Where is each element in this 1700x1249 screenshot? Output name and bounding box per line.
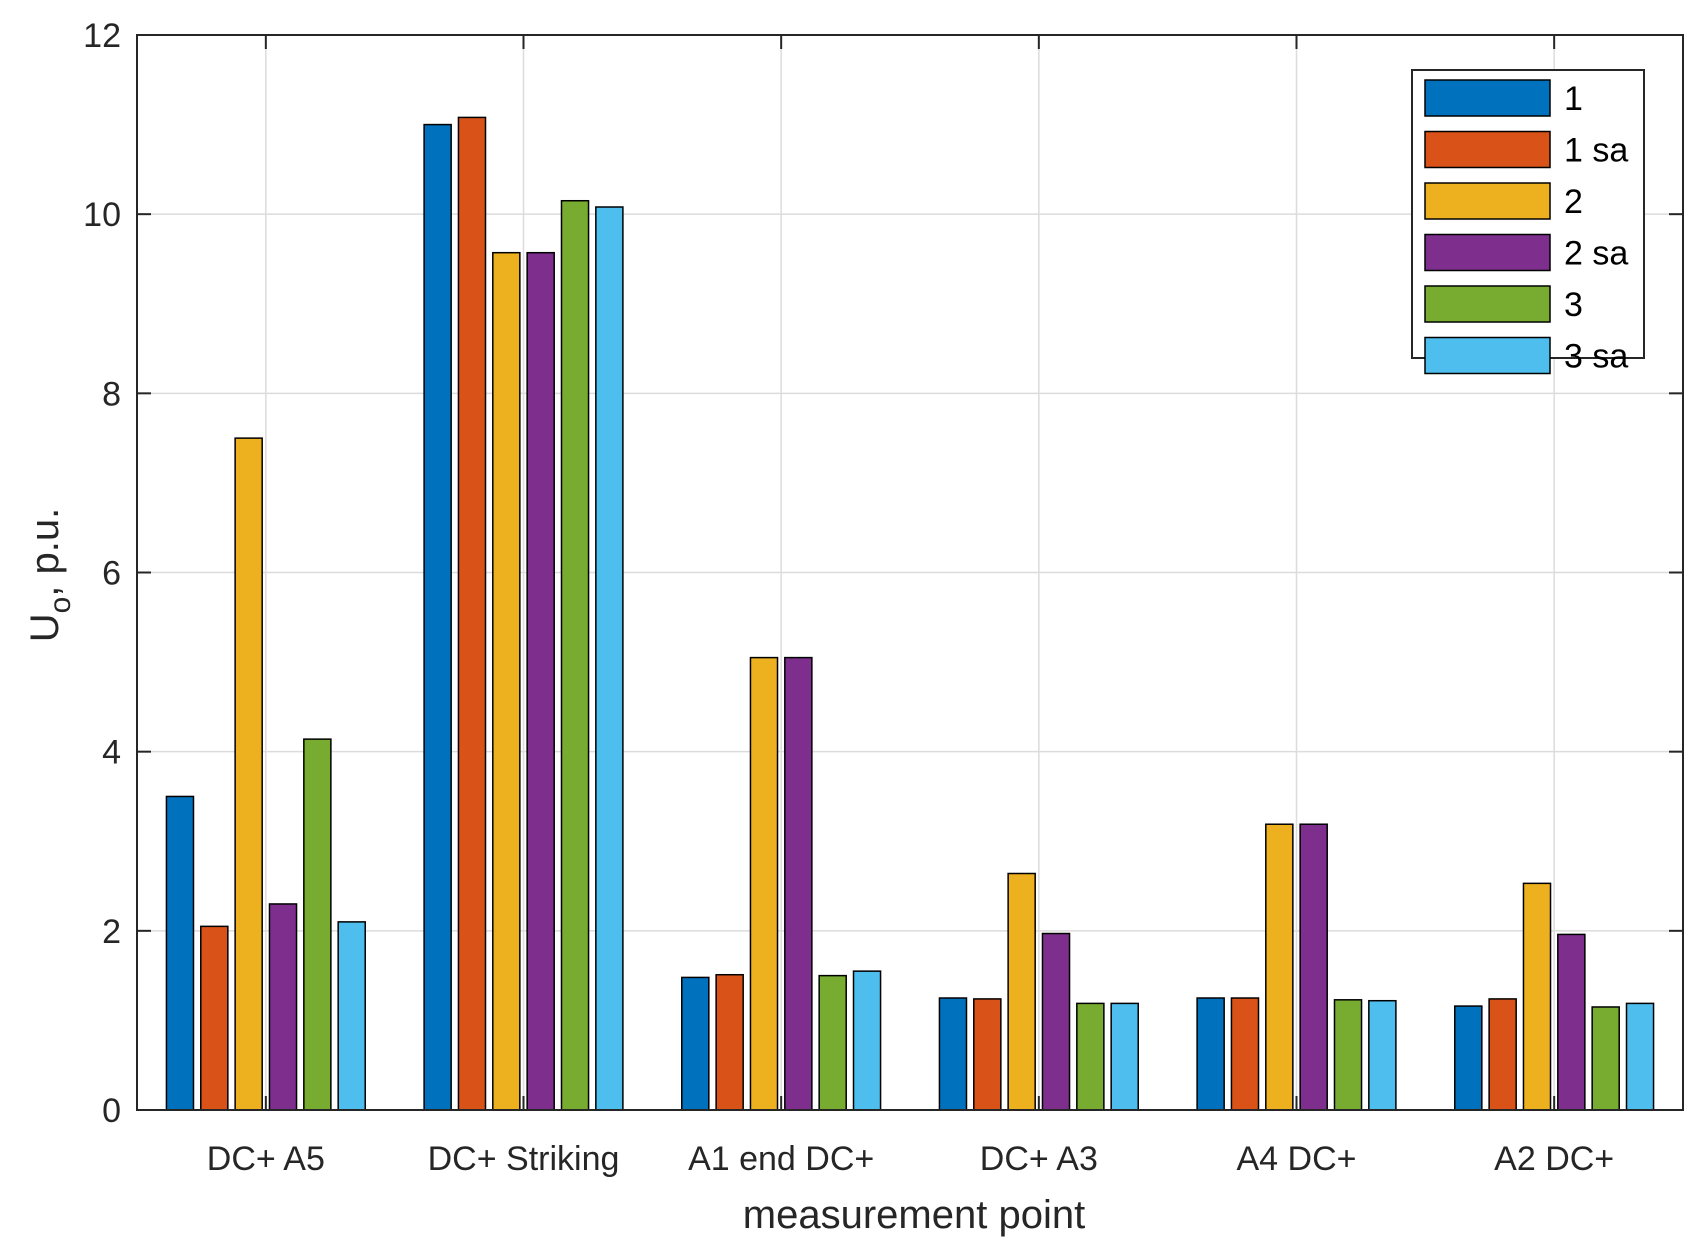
- bar-2-sa-a2-dc-: [1557, 933, 1586, 1111]
- x-tick-label: A2 DC+: [1494, 1140, 1614, 1178]
- bar-3-a1-end-dc-: [818, 974, 847, 1111]
- y-tick-label: 10: [83, 196, 121, 234]
- bar-3-sa-a2-dc-: [1625, 1002, 1655, 1111]
- bar-2-sa-a1-end-dc-: [784, 656, 813, 1111]
- bar-1-dc-striking: [423, 123, 452, 1111]
- bar-3-dc-striking: [560, 199, 590, 1111]
- x-tick-labels: DC+ A5 DC+ Striking A1 end DC+ DC+ A3 A4 DC+…: [207, 1140, 1614, 1178]
- legend-swatch[interactable]: [1424, 182, 1551, 220]
- bars: [165, 116, 1655, 1111]
- y-tick-label: 4: [102, 734, 121, 772]
- bar-1-sa-dc-a3: [973, 998, 1002, 1111]
- bar-1-a1-end-dc-: [681, 976, 710, 1111]
- legend-label[interactable]: 3: [1564, 286, 1583, 324]
- bar-1-sa-a4-dc-: [1230, 997, 1260, 1111]
- bar-1-sa-a1-end-dc-: [715, 973, 744, 1111]
- legend-swatch[interactable]: [1424, 79, 1551, 117]
- bar-2-dc-striking: [492, 251, 521, 1111]
- bar-3-sa-dc-a5: [337, 921, 366, 1111]
- y-tick-label: 0: [102, 1092, 121, 1130]
- bar-3-sa-a4-dc-: [1368, 999, 1397, 1111]
- bar-3-dc-a3: [1076, 1002, 1105, 1111]
- bar-3-a2-dc-: [1591, 1006, 1620, 1111]
- bar-2-sa-a4-dc-: [1299, 823, 1328, 1111]
- bar-3-sa-a1-end-dc-: [852, 970, 882, 1111]
- bar-1-dc-a5: [165, 795, 195, 1111]
- bar-3-a4-dc-: [1333, 999, 1363, 1111]
- legend-label[interactable]: 1 sa: [1564, 132, 1628, 170]
- legend[interactable]: 1 1 sa 2 2 sa 3 3 sa: [1411, 69, 1645, 376]
- x-tick-label: DC+ Striking: [428, 1140, 620, 1178]
- legend-swatch[interactable]: [1424, 336, 1551, 375]
- legend-swatch[interactable]: [1424, 130, 1551, 169]
- bar-2-dc-a5: [234, 437, 263, 1111]
- y-tick-label: 12: [83, 17, 121, 55]
- x-tick-label: A4 DC+: [1237, 1140, 1357, 1178]
- bar-3-sa-dc-a3: [1110, 1002, 1139, 1111]
- bar-1-a2-dc-: [1454, 1005, 1483, 1111]
- bar-1-dc-a3: [938, 997, 968, 1111]
- y-tick-label: 2: [102, 913, 121, 951]
- legend-label[interactable]: 2: [1564, 183, 1583, 221]
- bar-2-a2-dc-: [1522, 882, 1552, 1111]
- bar-3-sa-dc-striking: [595, 206, 624, 1111]
- y-tick-label: 6: [102, 555, 121, 593]
- y-axis-title: Uo, p.u.: [23, 508, 77, 643]
- bar-1-a4-dc-: [1196, 997, 1225, 1111]
- legend-swatch[interactable]: [1424, 285, 1551, 323]
- legend-swatch[interactable]: [1424, 233, 1551, 272]
- legend-label[interactable]: 3 sa: [1564, 338, 1628, 376]
- legend-label[interactable]: 2 sa: [1564, 235, 1628, 273]
- legend-label[interactable]: 1: [1564, 80, 1583, 118]
- bar-2-a4-dc-: [1265, 823, 1294, 1111]
- bar-2-sa-dc-striking: [526, 251, 555, 1111]
- x-tick-label: A1 end DC+: [688, 1140, 874, 1178]
- bar-1-sa-dc-a5: [200, 925, 229, 1111]
- bar-2-a1-end-dc-: [749, 656, 779, 1111]
- bar-2-dc-a3: [1007, 872, 1036, 1111]
- bar-3-dc-a5: [303, 738, 332, 1111]
- bar-1-sa-a2-dc-: [1488, 998, 1517, 1111]
- bar-2-sa-dc-a3: [1041, 932, 1071, 1111]
- tick-marks: [137, 34, 1683, 1111]
- y-tick-label: 8: [102, 375, 121, 413]
- bar-2-sa-dc-a5: [268, 903, 298, 1111]
- grid-lines: [137, 35, 1683, 1110]
- bar-1-sa-dc-striking: [457, 116, 487, 1111]
- x-tick-label: DC+ A5: [207, 1140, 325, 1178]
- x-axis-title: measurement point: [743, 1193, 1085, 1237]
- y-tick-labels: 0 2 4 6 8 10 12: [83, 17, 121, 1130]
- x-tick-label: DC+ A3: [980, 1140, 1098, 1178]
